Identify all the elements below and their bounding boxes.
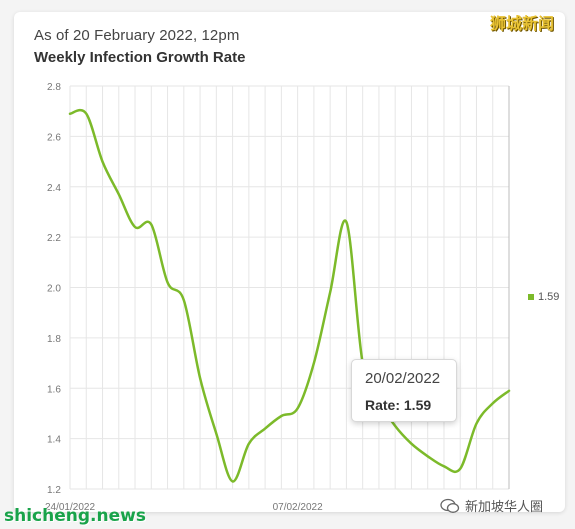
y-tick-label: 1.6 <box>47 384 61 395</box>
x-tick-label: 24/01/2022 <box>45 502 95 513</box>
chart-subtitle: As of 20 February 2022, 12pm <box>34 27 240 44</box>
legend[interactable]: 1.59 <box>528 291 559 303</box>
y-axis: 1.2 1.4 1.6 1.8 2.0 2.2 2.4 2.6 2.8 <box>47 82 61 496</box>
watermark-top: 狮城新闻 <box>490 16 555 33</box>
wechat-icon <box>440 498 460 513</box>
y-tick-label: 2.6 <box>47 132 61 143</box>
y-tick-label: 2.8 <box>47 82 61 93</box>
grid <box>69 85 510 490</box>
y-tick-label: 2.2 <box>47 233 61 244</box>
x-axis: 24/01/2022 07/02/2022 <box>45 502 323 513</box>
x-tick-label: 07/02/2022 <box>273 502 323 513</box>
watermark-site: shicheng.news <box>4 506 146 526</box>
data-tooltip: 20/02/2022 Rate: 1.59 <box>351 359 457 422</box>
legend-swatch <box>528 294 534 300</box>
tooltip-date: 20/02/2022 <box>365 370 441 387</box>
tooltip-rate: Rate: 1.59 <box>365 397 432 413</box>
watermark-channel-label: 新加坡华人圈 <box>465 499 544 514</box>
series-line <box>68 108 511 483</box>
y-tick-label: 2.4 <box>47 183 61 194</box>
y-tick-label: 1.4 <box>47 435 61 446</box>
chart-title: Weekly Infection Growth Rate <box>34 49 246 66</box>
y-tick-label: 2.0 <box>47 284 61 295</box>
y-tick-label: 1.2 <box>47 485 61 496</box>
watermark-channel: 新加坡华人圈 <box>440 496 543 515</box>
y-tick-label: 1.8 <box>47 334 61 345</box>
legend-label: 1.59 <box>538 291 560 303</box>
